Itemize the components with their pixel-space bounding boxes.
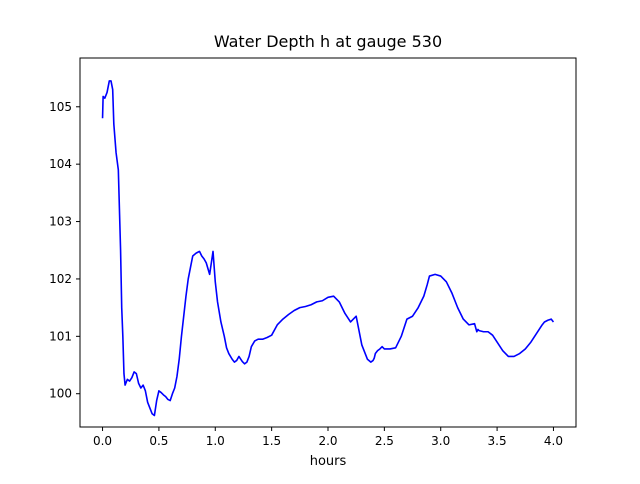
axes-frame xyxy=(79,57,577,428)
x-tick-label: 2.0 xyxy=(318,434,337,448)
x-tick-label: 1.5 xyxy=(262,434,281,448)
x-axis-label: hours xyxy=(309,454,347,469)
y-tick-label: 102 xyxy=(49,272,72,286)
x-tick-label: 0.5 xyxy=(149,434,168,448)
y-tick-label: 100 xyxy=(49,387,72,401)
y-tick-label: 101 xyxy=(49,329,72,343)
x-tick-label: 3.5 xyxy=(488,434,507,448)
x-tick-label: 2.5 xyxy=(375,434,394,448)
y-tick-label: 105 xyxy=(49,100,72,114)
x-tick-label: 3.0 xyxy=(431,434,450,448)
series-line-0 xyxy=(101,80,555,417)
x-tick-label: 4.0 xyxy=(544,434,563,448)
x-tick-label: 0.0 xyxy=(93,434,112,448)
x-tick-label: 1.0 xyxy=(206,434,225,448)
y-tick-label: 103 xyxy=(49,215,72,229)
y-tick-label: 104 xyxy=(49,157,72,171)
chart-title: Water Depth h at gauge 530 xyxy=(213,32,443,51)
